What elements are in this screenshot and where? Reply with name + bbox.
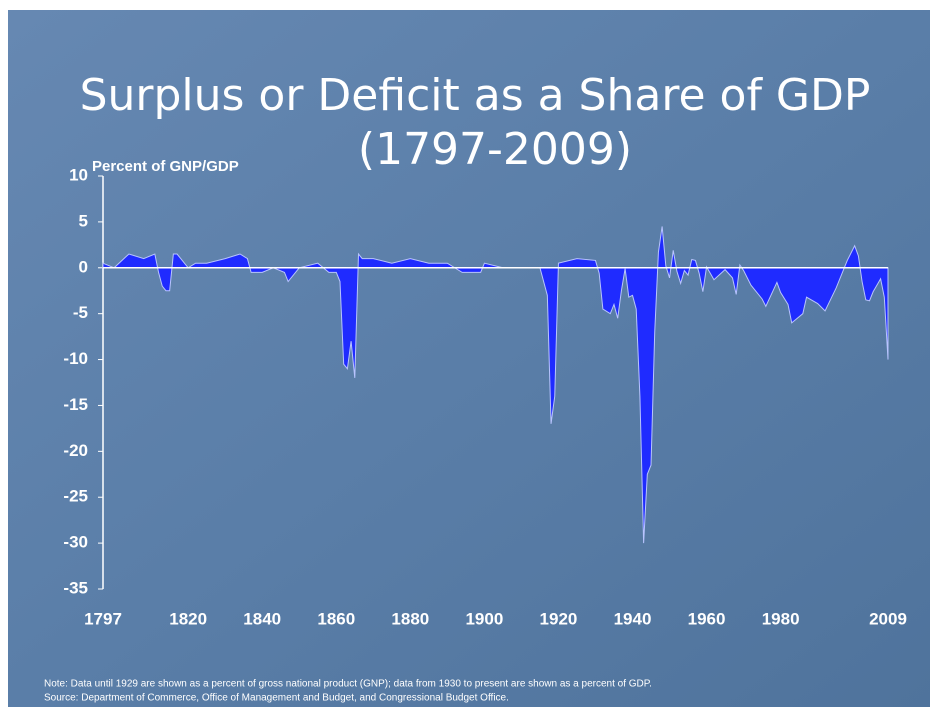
note: Note: Data until 1929 are shown as a per… (44, 679, 652, 690)
x-tick-label: 1900 (465, 609, 503, 628)
x-tick-label: 1860 (317, 609, 355, 628)
x-tick-label: 2009 (869, 609, 907, 628)
y-tick-label: 5 (79, 211, 88, 230)
source: Source: Department of Commerce, Office o… (44, 693, 509, 704)
y-tick-label: 10 (69, 165, 88, 184)
y-tick-label: -25 (63, 487, 88, 506)
area (102, 226, 889, 544)
x-tick-label: 1920 (540, 609, 578, 628)
y-tick-label: 0 (79, 257, 88, 276)
x-tick-label: 1797 (84, 609, 122, 628)
x-tick-label: 1820 (169, 609, 207, 628)
chart-title: Surplus or Deficit as a Share of GDP (80, 70, 871, 121)
x-tick-label: 1840 (243, 609, 281, 628)
y-tick-label: -10 (63, 349, 88, 368)
y-tick-label: -30 (63, 533, 88, 552)
chart-subtitle: (1797-2009) (358, 124, 632, 175)
y-axis-label: Percent of GNP/GDP (92, 158, 239, 175)
x-tick-label: 1960 (688, 609, 726, 628)
y-tick-label: -15 (63, 395, 88, 414)
x-tick-label: 1880 (391, 609, 429, 628)
y-tick-label: -35 (63, 578, 88, 597)
y-tick-label: -20 (63, 441, 88, 460)
x-tick-label: 1980 (762, 609, 800, 628)
x-tick-label: 1940 (614, 609, 652, 628)
y-tick-label: -5 (73, 303, 88, 322)
background (8, 10, 930, 707)
